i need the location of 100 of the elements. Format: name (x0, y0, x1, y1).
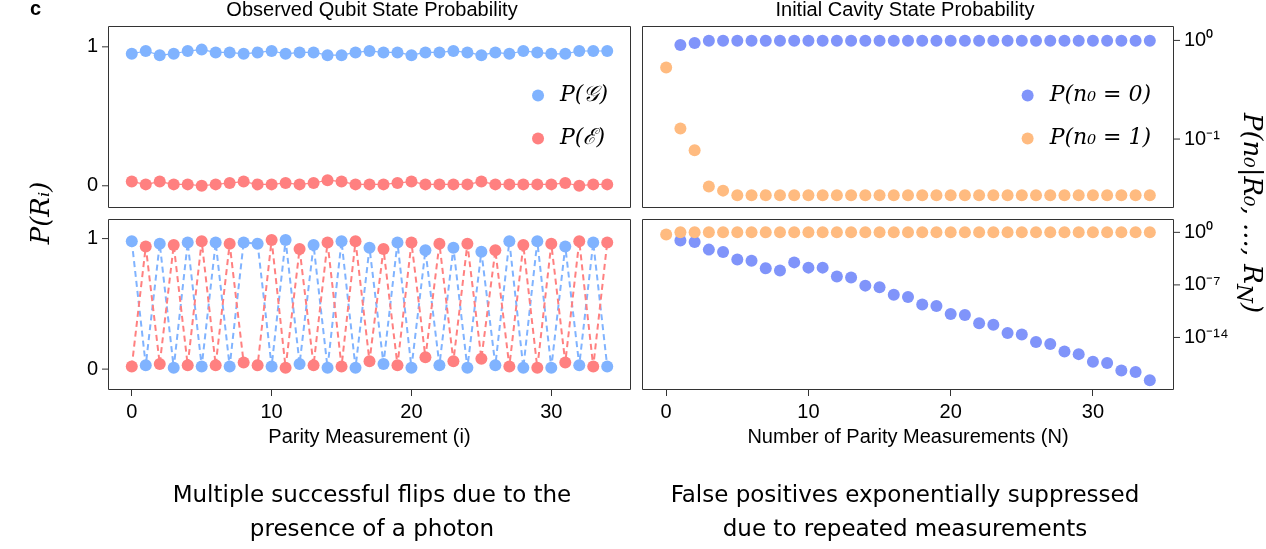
y-tick-label: 10⁰ (1184, 27, 1214, 50)
point (391, 236, 404, 249)
x-tick-label: 30 (540, 399, 563, 422)
point (1129, 366, 1142, 378)
point (377, 357, 390, 370)
point (717, 34, 730, 47)
point (489, 46, 502, 59)
point (745, 34, 758, 47)
point (265, 360, 278, 373)
point (363, 178, 376, 191)
point (873, 281, 886, 294)
point (859, 226, 872, 239)
point (167, 239, 180, 252)
point (887, 189, 900, 202)
point (759, 262, 772, 275)
point (745, 254, 758, 267)
point (433, 178, 446, 191)
point (167, 361, 180, 374)
point (1058, 345, 1071, 358)
point (973, 34, 986, 47)
point (1086, 226, 1099, 239)
point (958, 308, 971, 321)
point (363, 241, 376, 254)
point (1044, 338, 1057, 351)
text: Multiple successful flips due to the presence of a photon (171, 480, 573, 543)
point (349, 46, 362, 59)
point (873, 189, 886, 202)
point (1086, 355, 1099, 368)
point (419, 178, 432, 191)
point (433, 46, 446, 59)
point (181, 359, 194, 372)
point (1030, 226, 1043, 239)
point (1001, 34, 1014, 47)
point (759, 226, 772, 239)
point (349, 361, 362, 374)
x-tick-label: 20 (939, 399, 962, 422)
point (702, 243, 715, 256)
point (958, 226, 971, 239)
point (1086, 34, 1099, 47)
point (674, 122, 687, 135)
point (461, 46, 474, 59)
legend-label: P(n₀ = 0) (1048, 81, 1151, 107)
point (377, 243, 390, 256)
point (251, 178, 264, 191)
point (717, 226, 730, 239)
point (559, 240, 572, 253)
point (307, 46, 320, 59)
point (517, 361, 530, 374)
point (1115, 226, 1128, 239)
point (265, 233, 278, 246)
point (475, 352, 488, 365)
point (517, 178, 530, 191)
point (902, 290, 914, 303)
point (153, 175, 166, 188)
point (916, 34, 929, 47)
point (1072, 34, 1085, 47)
x-tick-label: 30 (1081, 399, 1105, 422)
point (1015, 226, 1028, 239)
point (1143, 226, 1156, 239)
point (830, 189, 843, 202)
x-tick-label: 20 (400, 399, 423, 422)
point (1058, 189, 1071, 202)
point (660, 228, 673, 241)
x-tick-label: 0 (126, 399, 138, 422)
point (293, 243, 306, 256)
point (731, 189, 744, 202)
point (517, 45, 530, 58)
point (433, 359, 446, 372)
point (195, 360, 208, 373)
point (987, 189, 1000, 202)
point (279, 361, 292, 374)
point (461, 178, 474, 191)
point (363, 355, 376, 368)
chart-title: Observed Qubit State Probability (226, 0, 518, 21)
point (223, 176, 236, 189)
point (830, 226, 843, 239)
point (674, 38, 687, 51)
point (531, 361, 544, 374)
point (987, 318, 1000, 331)
point (293, 46, 306, 59)
point (545, 47, 558, 60)
point (987, 226, 1000, 239)
point (1001, 326, 1014, 339)
point (944, 189, 957, 202)
point (391, 46, 404, 59)
point (153, 237, 166, 250)
point (447, 178, 460, 191)
point (660, 61, 673, 74)
point (321, 361, 334, 374)
point (475, 175, 488, 188)
point (944, 308, 957, 321)
point (447, 241, 460, 254)
point (788, 189, 801, 202)
y-tick-label: 10⁻⁷ (1184, 272, 1221, 295)
x-axis-title: Parity Measurement (i) (268, 424, 471, 447)
point (531, 46, 544, 59)
point (873, 226, 886, 239)
point (559, 356, 572, 369)
point (1129, 226, 1142, 239)
point (731, 226, 744, 239)
